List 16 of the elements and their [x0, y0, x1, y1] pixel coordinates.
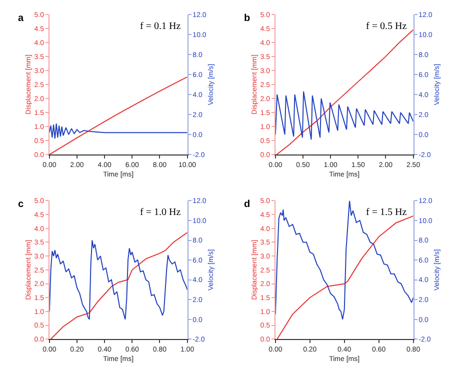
line-series [49, 240, 188, 320]
line-series [50, 232, 188, 340]
line-series [276, 215, 414, 340]
line-series [275, 200, 414, 320]
chart-title: c [18, 199, 24, 210]
annotation: f = 1.0 Hz [140, 207, 182, 218]
chart-title: a [18, 13, 24, 24]
annotation: f = 0.5 Hz [366, 21, 408, 32]
chart-title: b [244, 13, 250, 24]
line-series [49, 76, 188, 155]
annotation: f = 1.5 Hz [366, 207, 408, 218]
line-series [276, 29, 414, 155]
chart-title: d [244, 199, 250, 210]
line-series [49, 123, 188, 140]
annotation: f = 0.1 Hz [140, 21, 182, 32]
line-series [275, 91, 414, 140]
